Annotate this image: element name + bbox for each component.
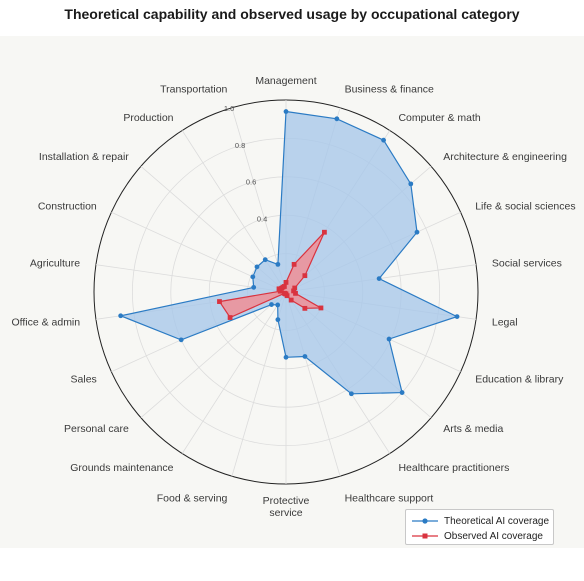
series-0-point	[414, 229, 420, 235]
radial-tick-label: 0.6	[246, 178, 256, 187]
category-label: Legal	[492, 317, 518, 329]
category-label: Personal care	[64, 423, 129, 435]
category-label: Grounds maintenance	[70, 462, 173, 474]
series-0-point	[275, 302, 281, 308]
series-0-point	[262, 257, 268, 263]
category-label: Education & library	[475, 373, 564, 385]
series-0-point	[386, 336, 392, 342]
series-0-point	[302, 354, 308, 359]
category-label: Sales	[71, 373, 97, 385]
category-label: Social services	[492, 257, 562, 269]
legend-item-theoretical: Theoretical AI coverage	[412, 514, 549, 528]
series-0-point	[118, 313, 124, 319]
series-1-point	[322, 229, 327, 235]
series-1-point	[291, 261, 297, 267]
category-label: Healthcare practitioners	[398, 462, 509, 474]
category-label: Transportation	[160, 83, 227, 95]
legend: Theoretical AI coverage Observed AI cove…	[405, 509, 554, 545]
legend-marker-observed	[412, 533, 438, 539]
category-label: Arts & media	[443, 423, 503, 435]
series-area-0	[118, 110, 459, 395]
series-1-point	[282, 290, 287, 296]
series-1-point	[302, 305, 308, 311]
series-0-point	[269, 302, 274, 307]
spoke-21	[231, 107, 287, 293]
category-label: Office & admin	[11, 317, 80, 329]
category-label: Food & serving	[157, 493, 228, 505]
category-label: Production	[123, 112, 173, 124]
radial-tick-label: 0.4	[257, 214, 267, 223]
series-1-point	[217, 299, 222, 304]
spoke-13	[181, 291, 287, 454]
series-1-point	[288, 297, 294, 303]
series-0-point	[408, 181, 414, 187]
category-label: Management	[255, 75, 316, 87]
category-label: Business & finance	[345, 83, 434, 95]
series-1-point	[302, 273, 308, 279]
category-label: Protective service	[263, 495, 310, 519]
series-0-point	[275, 317, 281, 323]
series-0-point	[254, 264, 260, 270]
series-0-point	[381, 137, 386, 143]
series-1-point	[293, 290, 298, 296]
legend-marker-theoretical	[412, 518, 438, 524]
chart-title: Theoretical capability and observed usag…	[64, 6, 520, 22]
series-1-point	[227, 315, 233, 320]
series-1-point	[276, 286, 282, 292]
series-1-point	[291, 288, 297, 294]
spoke-14	[140, 291, 287, 419]
category-label: Installation & repair	[39, 151, 129, 163]
series-1-point	[281, 284, 287, 289]
radial-tick-label: 0.8	[235, 141, 245, 150]
category-label: Computer & math	[398, 112, 480, 124]
series-0-point	[283, 109, 289, 114]
legend-label-observed: Observed AI coverage	[444, 530, 543, 542]
series-1-point	[283, 280, 289, 285]
series-0-point	[250, 274, 256, 280]
series-0-point	[178, 337, 184, 343]
legend-label-theoretical: Theoretical AI coverage	[444, 515, 550, 527]
series-0-point	[275, 261, 281, 267]
radial-tick-label: 1.0	[224, 104, 234, 113]
category-label: Architecture & engineering	[443, 151, 567, 163]
series-0-point	[376, 276, 382, 282]
series-1-point	[318, 305, 324, 311]
series-0-point	[334, 116, 340, 122]
category-label: Agriculture	[30, 257, 80, 269]
category-label: Construction	[38, 201, 97, 213]
spoke-12	[231, 291, 287, 477]
series-0-point	[283, 354, 289, 360]
category-label: Life & social sciences	[475, 201, 575, 213]
category-label: Healthcare support	[345, 493, 434, 505]
legend-item-observed: Observed AI coverage	[412, 529, 543, 543]
series-0-point	[454, 314, 460, 319]
series-0-point	[251, 284, 257, 290]
series-0-point	[348, 391, 354, 397]
series-0-point	[399, 390, 405, 395]
series-1-point	[292, 285, 298, 291]
